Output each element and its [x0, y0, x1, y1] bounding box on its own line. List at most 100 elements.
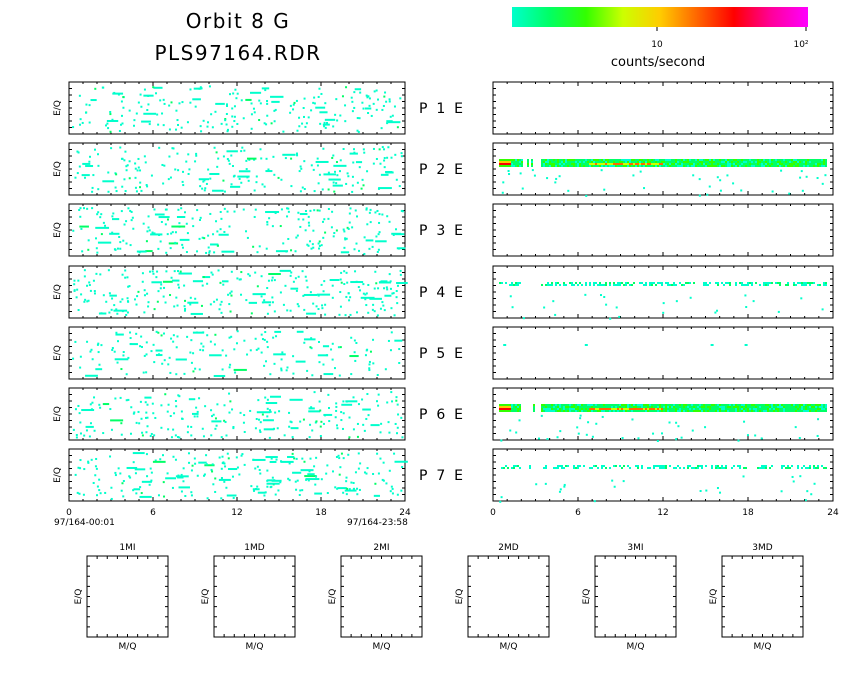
- count-cell: [499, 404, 501, 406]
- count-cell: [649, 165, 651, 167]
- count-cell: [107, 127, 110, 130]
- count-cell: [559, 163, 561, 165]
- count-cell: [273, 362, 276, 365]
- count-cell: [132, 461, 135, 464]
- count-cell: [299, 190, 302, 193]
- count-cell: [677, 161, 679, 163]
- count-cell: [798, 436, 801, 439]
- count-cell: [501, 467, 503, 469]
- count-cell: [74, 473, 77, 476]
- count-cell: [605, 410, 607, 412]
- count-cell: [809, 163, 811, 165]
- count-cell: [191, 464, 194, 467]
- count-cell: [601, 165, 603, 167]
- row-ylabel: E/Q: [53, 284, 63, 300]
- count-cell: [803, 163, 805, 165]
- count-cell: [813, 161, 815, 163]
- count-cell: [717, 410, 719, 412]
- count-cell: [148, 229, 151, 232]
- count-cell: [107, 190, 110, 193]
- count-cell: [607, 406, 609, 408]
- count-cell: [202, 119, 205, 122]
- count-cell: [109, 110, 112, 113]
- count-cell: [162, 295, 165, 298]
- count-cell: [86, 284, 89, 287]
- count-cell: [725, 467, 727, 469]
- count-cell: [581, 410, 583, 412]
- count-cell: [717, 406, 719, 408]
- count-cell: [339, 305, 342, 308]
- count-cell: [396, 432, 399, 435]
- count-cell: [813, 282, 815, 284]
- count-cell: [273, 310, 276, 313]
- count-cell: [372, 362, 375, 365]
- count-cell: [519, 165, 521, 167]
- count-cell: [344, 237, 347, 240]
- count-cell: [143, 88, 146, 91]
- count-cell: [505, 165, 507, 167]
- count-cell: [391, 487, 394, 490]
- count-cell: [395, 399, 398, 402]
- count-cell: [687, 465, 689, 467]
- count-cell: [192, 98, 201, 101]
- count-cell: [210, 113, 213, 116]
- count-cell: [377, 472, 380, 475]
- count-cell: [563, 483, 566, 486]
- count-cell: [695, 410, 697, 412]
- count-cell: [695, 467, 697, 469]
- count-cell: [185, 222, 188, 225]
- count-cell: [301, 270, 304, 273]
- count-cell: [683, 284, 685, 286]
- count-cell: [184, 299, 187, 302]
- count-cell: [322, 236, 325, 239]
- count-cell: [163, 102, 166, 105]
- count-cell: [707, 284, 709, 286]
- count-cell: [815, 410, 817, 412]
- count-cell: [140, 417, 143, 420]
- count-cell: [777, 159, 779, 161]
- count-cell: [319, 409, 322, 412]
- count-cell: [655, 465, 657, 467]
- count-cell: [771, 406, 773, 408]
- count-cell: [210, 434, 213, 437]
- count-cell: [295, 488, 298, 491]
- count-cell: [176, 335, 179, 338]
- count-cell: [81, 174, 90, 177]
- count-cell: [91, 401, 94, 404]
- count-cell: [659, 467, 661, 469]
- count-cell: [773, 408, 775, 410]
- colorbar: 10 10² counts/second: [512, 7, 809, 70]
- count-cell: [799, 282, 801, 284]
- count-cell: [717, 284, 719, 286]
- x-tick-label: 18: [742, 508, 754, 518]
- count-cell: [258, 468, 261, 471]
- count-cell: [545, 161, 547, 163]
- count-cell: [351, 175, 354, 178]
- count-cell: [585, 433, 588, 436]
- x-tick-label: 6: [150, 508, 156, 518]
- count-cell: [352, 488, 355, 491]
- count-cell: [787, 410, 789, 412]
- count-cell: [603, 465, 605, 467]
- count-cell: [579, 163, 581, 165]
- count-cell: [781, 165, 783, 167]
- count-cell: [386, 288, 389, 291]
- count-cell: [721, 163, 723, 165]
- count-cell: [335, 98, 338, 101]
- count-cell: [585, 406, 587, 408]
- count-cell: [619, 165, 621, 167]
- count-cell: [575, 282, 577, 284]
- count-cell: [160, 220, 163, 223]
- count-cell: [707, 408, 709, 410]
- count-cell: [781, 410, 783, 412]
- count-cell: [152, 272, 155, 275]
- count-cell: [129, 209, 132, 212]
- count-cell: [214, 333, 217, 336]
- count-cell: [196, 410, 199, 413]
- count-cell: [531, 159, 533, 161]
- count-cell: [322, 345, 330, 348]
- count-cell: [619, 410, 621, 412]
- count-cell: [159, 99, 162, 102]
- count-cell: [541, 410, 543, 412]
